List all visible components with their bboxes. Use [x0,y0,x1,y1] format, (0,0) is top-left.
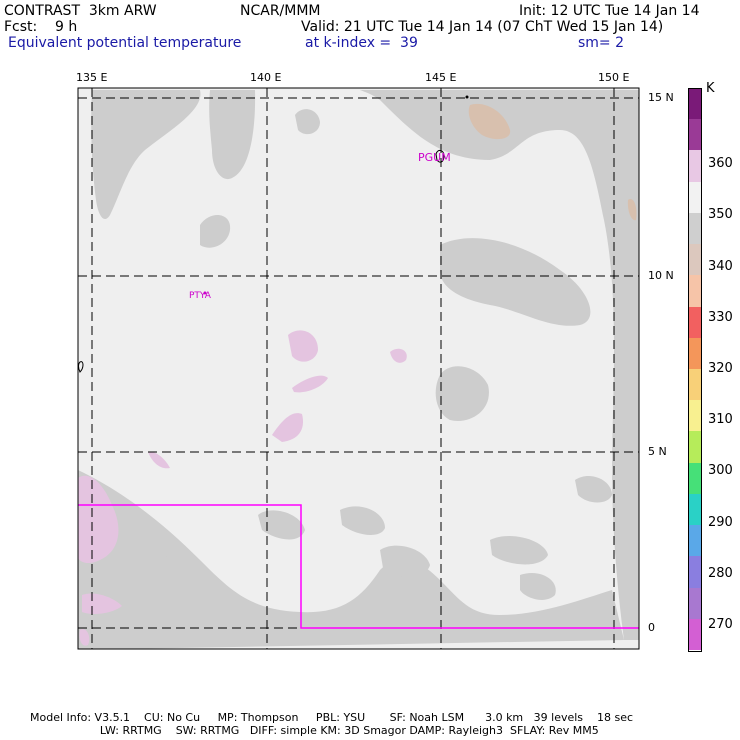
purple-patch-8 [79,629,90,646]
colorbar [688,88,702,652]
colorbar-label-310: 310 [708,412,733,428]
smoothing: sm= 2 [578,35,625,51]
colorbar-label-360: 360 [708,156,733,172]
nested-domain-outline [78,504,639,629]
lon-label-150: 150 E [598,71,630,84]
colorbar-unit: K [706,81,715,96]
ptya-marker [203,291,207,295]
purple-patch-2 [390,348,407,363]
purple-patch-3 [292,375,328,393]
palau-coastline [78,361,84,373]
lat-label-10n: 10 N [648,269,674,282]
station-label-ptya: PTYA [189,291,211,301]
lat-label-0: 0 [648,621,655,634]
lon-label-140: 140 E [250,71,282,84]
gray-region-east-mid [440,238,591,326]
gray-region-south-blob-3 [380,545,430,578]
valid-time: Valid: 21 UTC Tue 14 Jan 14 (07 ChT Wed … [301,19,664,35]
colorbar-border [688,88,702,652]
level-index: at k-index = 39 [305,35,418,51]
gray-region-central-east [435,366,489,421]
map-border [77,87,640,650]
station-label-pgum: PGUM [418,151,451,164]
colorbar-label-280: 280 [708,565,733,581]
tan-patch [468,103,511,140]
field-name: Equivalent potential temperature [8,35,242,51]
gray-region-south-blob-2 [340,506,385,536]
purple-patch-6 [78,475,119,564]
purple-patch-1 [288,330,318,362]
gray-region-south-blob-5 [520,572,556,600]
gray-region-small-north [295,109,320,135]
gray-region-south-blob-6 [150,556,196,593]
gray-region-west-blob [200,214,231,248]
island-dot-north [465,95,469,99]
gray-region-north-strip [209,90,256,180]
colorbar-label-340: 340 [708,258,733,274]
colorbar-label-350: 350 [708,207,733,223]
gray-regions [78,90,639,649]
lon-label-145: 145 E [425,71,457,84]
guam-coastline [435,149,445,163]
organization: NCAR/MMM [240,3,321,19]
purple-patch-4 [272,413,304,442]
gray-region-northwest [91,90,201,220]
lon-label-135: 135 E [76,71,108,84]
gray-region-bottom-swath [78,470,624,649]
footer-physics-info: LW: RRTMG SW: RRTMG DIFF: simple KM: 3D … [30,724,599,737]
gray-region-south-blob-4 [490,535,548,565]
gray-region-south-blob-1 [258,510,305,540]
lat-label-15n: 15 N [648,91,674,104]
footer-model-info: Model Info: V3.5.1 CU: No Cu MP: Thompso… [30,711,634,724]
gray-region-northeast [360,90,639,640]
purple-patch-5 [148,451,170,469]
forecast-hour: Fcst: 9 h [4,19,78,35]
colorbar-label-270: 270 [708,617,733,632]
colorbar-label-320: 320 [708,361,733,376]
colorbar-label-290: 290 [708,514,733,530]
lat-label-5n: 5 N [648,445,667,458]
colorbar-label-300: 300 [708,463,733,479]
colorbar-label-330: 330 [708,309,733,325]
model-title: CONTRAST 3km ARW [4,3,157,19]
tan-patch-east [627,199,637,221]
gray-region-east-edge [575,475,612,503]
init-time: Init: 12 UTC Tue 14 Jan 14 [519,3,700,19]
